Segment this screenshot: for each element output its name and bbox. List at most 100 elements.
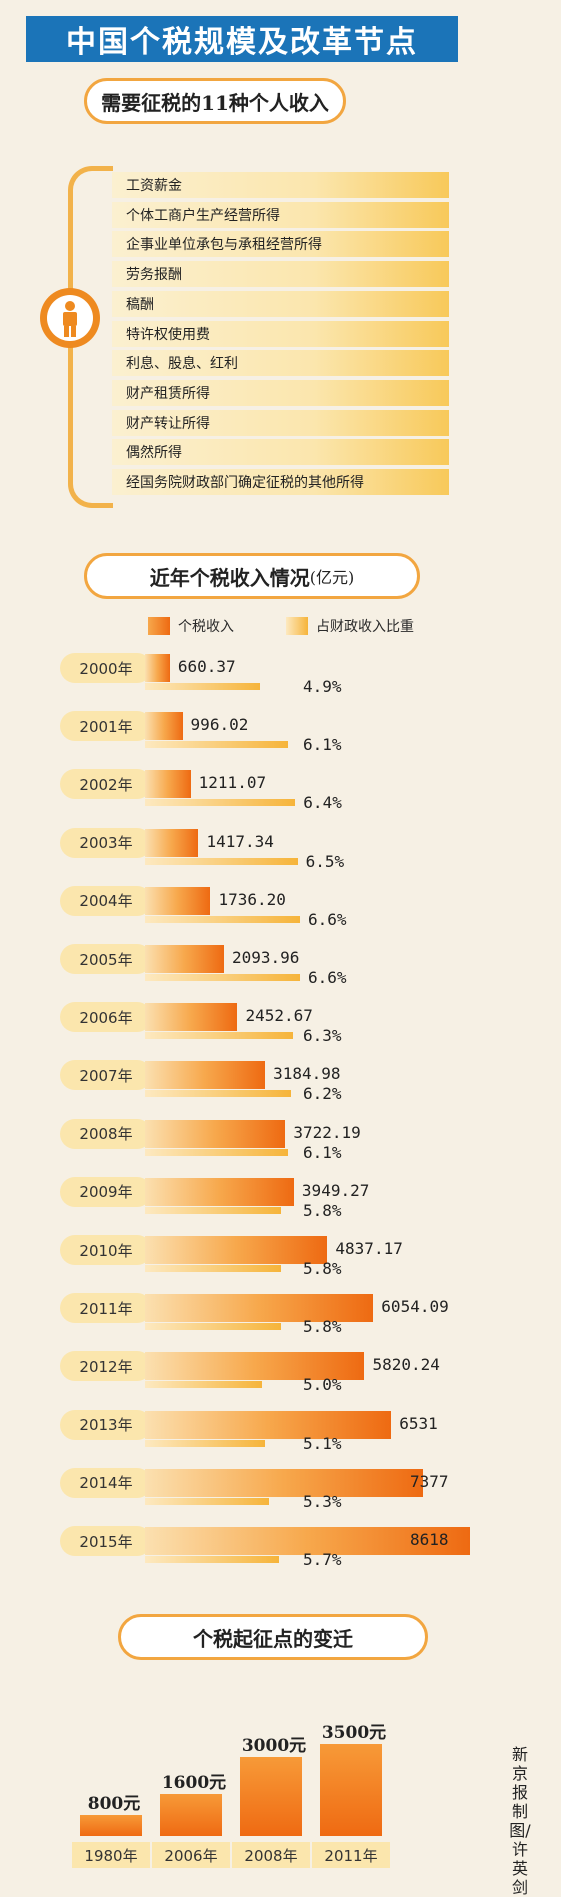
tax-value-label: 2093.96 xyxy=(231,948,300,967)
legend-label-tax: 个税收入 xyxy=(178,619,234,635)
year-label: 2005年 xyxy=(60,944,152,974)
ratio-bar xyxy=(145,799,296,807)
threshold-value-label: 1600元 xyxy=(161,1772,227,1793)
income-item: 财产转让所得 xyxy=(112,409,449,436)
threshold-year-label: 2011年 xyxy=(312,1842,390,1868)
legend-swatch-tax xyxy=(148,617,170,635)
tax-value-label: 5820.24 xyxy=(372,1355,440,1375)
threshold-bar xyxy=(80,1814,142,1836)
ratio-bar xyxy=(145,1323,282,1331)
tax-value-label: 4837.17 xyxy=(335,1239,403,1258)
ratio-value-label: 4.9% xyxy=(303,677,342,696)
threshold-year-label: 2006年 xyxy=(152,1842,230,1868)
legend-label-ratio: 占财政收入比重 xyxy=(316,619,414,635)
threshold-value-label: 800元 xyxy=(87,1793,141,1814)
ratio-value-label: 6.4% xyxy=(303,793,342,813)
tax-value-label: 3184.98 xyxy=(273,1064,341,1084)
threshold-value-label: 3000元 xyxy=(241,1736,307,1757)
ratio-value-label: 5.7% xyxy=(303,1550,342,1569)
ratio-value-label: 5.3% xyxy=(303,1491,342,1511)
tax-value-label: 1211.07 xyxy=(198,773,267,793)
ratio-value-label: 6.6% xyxy=(308,909,347,929)
tax-value-label: 1417.34 xyxy=(206,831,274,851)
tax-value-label: 6531 xyxy=(399,1413,438,1433)
tax-bar xyxy=(145,770,191,799)
tax-bar xyxy=(145,1003,238,1032)
person-icon-inner xyxy=(47,295,93,341)
income-item: 经国务院财政部门确定征税的其他所得 xyxy=(112,469,449,495)
ratio-bar xyxy=(145,915,300,923)
ratio-value-label: 5.8% xyxy=(303,1200,342,1220)
tax-value-label: 6054.09 xyxy=(381,1297,449,1317)
ratio-bar xyxy=(145,1381,263,1389)
tax-bar xyxy=(145,828,199,857)
tax-value-label: 1736.20 xyxy=(218,889,286,909)
tax-value-label: 7377 xyxy=(410,1471,449,1491)
tax-value-label: 996.02 xyxy=(190,715,249,735)
year-label: 2013年 xyxy=(60,1409,152,1440)
year-label: 2009年 xyxy=(60,1176,152,1207)
tax-bar xyxy=(145,1410,392,1439)
tax-bar xyxy=(145,1527,470,1555)
threshold-value-label: 3500元 xyxy=(321,1723,387,1743)
threshold-bar xyxy=(240,1757,302,1836)
ratio-bar xyxy=(145,974,300,981)
page-title: 中国个税规模及改革节点 xyxy=(26,16,458,62)
year-label: 2004年 xyxy=(60,885,152,916)
year-label: 2001年 xyxy=(60,711,152,742)
year-label: 2008年 xyxy=(60,1118,152,1149)
ratio-bar xyxy=(145,1265,282,1272)
income-item: 利息、股息、红利 xyxy=(112,350,449,377)
threshold-bar xyxy=(160,1793,222,1836)
ratio-bar xyxy=(145,1148,289,1156)
ratio-bar xyxy=(145,1497,270,1505)
year-label: 2006年 xyxy=(60,1002,152,1033)
tax-bar xyxy=(145,712,183,741)
year-label: 2003年 xyxy=(60,827,152,858)
ratio-bar xyxy=(145,1439,265,1447)
year-label: 2000年 xyxy=(60,653,152,683)
income-item: 企事业单位承包与承租经营所得 xyxy=(112,231,449,258)
ratio-value-label: 5.8% xyxy=(303,1259,342,1278)
tax-bar xyxy=(145,654,170,682)
tax-value-label: 660.37 xyxy=(177,657,236,676)
tax-bar xyxy=(145,886,211,915)
ratio-bar xyxy=(145,741,289,749)
tax-bar xyxy=(145,1119,286,1148)
legend-swatch-ratio xyxy=(286,617,308,635)
threshold-section-heading: 个税起征点的变迁 xyxy=(118,1614,428,1660)
year-label: 2002年 xyxy=(60,769,152,800)
income-item: 稿酬 xyxy=(112,290,449,317)
income-item: 个体工商户生产经营所得 xyxy=(112,201,449,228)
year-label: 2007年 xyxy=(60,1060,152,1091)
ratio-bar xyxy=(145,1032,293,1040)
income-item: 特许权使用费 xyxy=(112,320,449,347)
ratio-value-label: 6.1% xyxy=(303,1142,342,1162)
tax-bar xyxy=(145,1352,365,1381)
year-label: 2015年 xyxy=(60,1526,152,1556)
tax-value-label: 8618 xyxy=(410,1530,449,1549)
revenue-heading-text: 近年个税收入情况 xyxy=(149,565,310,590)
revenue-section-heading: 近年个税收入情况 (亿元) xyxy=(84,553,420,599)
threshold-year-label: 1980年 xyxy=(72,1842,150,1868)
ratio-value-label: 6.1% xyxy=(303,735,342,755)
year-label: 2011年 xyxy=(60,1293,152,1324)
ratio-value-label: 6.6% xyxy=(308,968,347,987)
tax-value-label: 3722.19 xyxy=(293,1122,361,1142)
tax-bar xyxy=(145,1177,294,1206)
ratio-value-label: 5.8% xyxy=(303,1317,342,1337)
tax-bar xyxy=(145,1236,328,1264)
tax-value-label: 3949.27 xyxy=(301,1180,370,1200)
income-item: 偶然所得 xyxy=(112,439,449,466)
tax-bar xyxy=(145,1294,374,1323)
ratio-value-label: 6.5% xyxy=(305,851,345,871)
income-item: 工资薪金 xyxy=(112,172,449,198)
income-section-heading: 需要征税的11种个人收入 xyxy=(84,78,346,124)
ratio-bar xyxy=(145,1556,279,1563)
year-label: 2012年 xyxy=(60,1351,152,1382)
ratio-bar xyxy=(145,1090,291,1098)
tax-bar xyxy=(145,1468,424,1497)
ratio-value-label: 6.3% xyxy=(303,1026,342,1046)
ratio-bar xyxy=(145,857,298,865)
tax-bar xyxy=(145,1061,266,1090)
